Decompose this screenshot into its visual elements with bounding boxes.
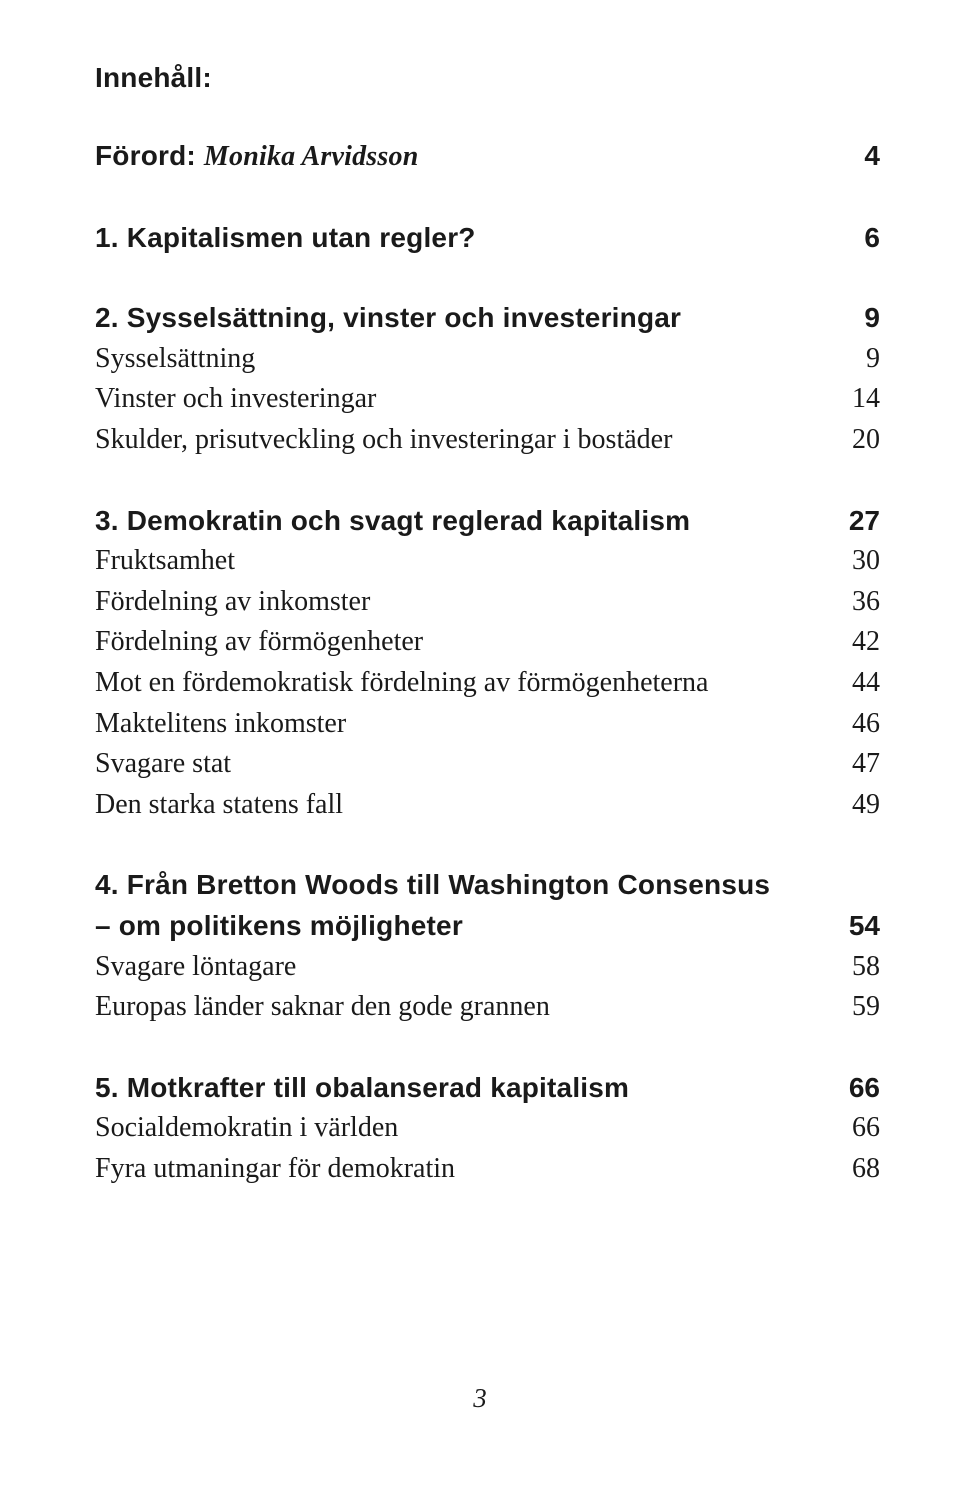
toc-item-line: Svagare löntagare58 xyxy=(95,947,880,988)
section-title: 3. Demokratin och svagt reglerad kapital… xyxy=(95,501,820,542)
section-title-line: 5. Motkrafter till obalanserad kapitalis… xyxy=(95,1068,880,1109)
section-title-line: 3. Demokratin och svagt reglerad kapital… xyxy=(95,501,880,542)
toc-item-line: Sysselsättning9 xyxy=(95,339,880,380)
toc-item-label: Svagare löntagare xyxy=(95,947,820,988)
toc-item-page: 59 xyxy=(820,987,880,1028)
section-title-line: – om politikens möjligheter54 xyxy=(95,906,880,947)
page-number: 3 xyxy=(0,1383,960,1414)
toc-item-label: Socialdemokratin i världen xyxy=(95,1108,820,1149)
forord-prefix: Förord: xyxy=(95,140,204,171)
toc-item-page: 20 xyxy=(820,420,880,461)
toc-item-line: Den starka statens fall49 xyxy=(95,785,880,826)
section-title-line: 2. Sysselsättning, vinster och investeri… xyxy=(95,298,880,339)
toc-item-line: Europas länder saknar den gode grannen59 xyxy=(95,987,880,1028)
toc-item-line: Fördelning av förmögenheter42 xyxy=(95,622,880,663)
section-title: 2. Sysselsättning, vinster och investeri… xyxy=(95,298,820,339)
toc-item-label: Sysselsättning xyxy=(95,339,820,380)
toc-item-label: Svagare stat xyxy=(95,744,820,785)
toc-item-line: Socialdemokratin i världen66 xyxy=(95,1108,880,1149)
section-title: 1. Kapitalismen utan regler? xyxy=(95,218,820,259)
forord-author: Monika Arvidsson xyxy=(204,141,419,172)
section-title-line: 1. Kapitalismen utan regler?6 xyxy=(95,218,880,259)
toc-section: 5. Motkrafter till obalanserad kapitalis… xyxy=(95,1068,880,1190)
toc-heading: Innehåll: xyxy=(95,62,880,94)
toc-item-label: Den starka statens fall xyxy=(95,785,820,826)
toc-item-page: 44 xyxy=(820,663,880,704)
toc-item-line: Svagare stat47 xyxy=(95,744,880,785)
toc-item-label: Fördelning av förmögenheter xyxy=(95,622,820,663)
toc-item-line: Fyra utmaningar för demokratin68 xyxy=(95,1149,880,1190)
toc-item-label: Vinster och investeringar xyxy=(95,379,820,420)
toc-item-line: Skulder, prisutveckling och investeringa… xyxy=(95,420,880,461)
section-title: 5. Motkrafter till obalanserad kapitalis… xyxy=(95,1068,820,1109)
forord-title: Förord: Monika Arvidsson xyxy=(95,136,820,178)
toc-item-label: Skulder, prisutveckling och investeringa… xyxy=(95,420,820,461)
toc-item-label: Fördelning av inkomster xyxy=(95,582,820,623)
toc-item-line: Maktelitens inkomster46 xyxy=(95,704,880,745)
toc-item-line: Vinster och investeringar14 xyxy=(95,379,880,420)
toc-item-page: 42 xyxy=(820,622,880,663)
forord-line: Förord: Monika Arvidsson 4 xyxy=(95,136,880,178)
toc-item-page: 66 xyxy=(820,1108,880,1149)
section-page: 9 xyxy=(820,298,880,339)
toc-item-page: 30 xyxy=(820,541,880,582)
toc-item-label: Mot en fördemokratisk fördelning av förm… xyxy=(95,663,820,704)
toc-item-page: 58 xyxy=(820,947,880,988)
toc-item-page: 47 xyxy=(820,744,880,785)
section-page: 6 xyxy=(820,218,880,259)
section-title: 4. Från Bretton Woods till Washington Co… xyxy=(95,865,880,906)
toc-section: 1. Kapitalismen utan regler?6 xyxy=(95,218,880,259)
section-page: 66 xyxy=(820,1068,880,1109)
toc-item-line: Fruktsamhet30 xyxy=(95,541,880,582)
toc-item-page: 49 xyxy=(820,785,880,826)
toc-item-page: 68 xyxy=(820,1149,880,1190)
toc-item-label: Fruktsamhet xyxy=(95,541,820,582)
toc-section: 4. Från Bretton Woods till Washington Co… xyxy=(95,865,880,1027)
forord-page: 4 xyxy=(820,136,880,177)
section-page: 27 xyxy=(820,501,880,542)
toc-section: 3. Demokratin och svagt reglerad kapital… xyxy=(95,501,880,826)
toc-item-label: Fyra utmaningar för demokratin xyxy=(95,1149,820,1190)
toc-item-page: 46 xyxy=(820,704,880,745)
toc-item-page: 14 xyxy=(820,379,880,420)
toc-section: 2. Sysselsättning, vinster och investeri… xyxy=(95,298,880,460)
section-title-line: 4. Från Bretton Woods till Washington Co… xyxy=(95,865,880,906)
toc-item-page: 9 xyxy=(820,339,880,380)
toc-item-line: Mot en fördemokratisk fördelning av förm… xyxy=(95,663,880,704)
toc-item-label: Maktelitens inkomster xyxy=(95,704,820,745)
section-page: 54 xyxy=(820,906,880,947)
toc-item-page: 36 xyxy=(820,582,880,623)
section-subtitle: – om politikens möjligheter xyxy=(95,906,820,947)
toc-item-line: Fördelning av inkomster36 xyxy=(95,582,880,623)
toc-item-label: Europas länder saknar den gode grannen xyxy=(95,987,820,1028)
